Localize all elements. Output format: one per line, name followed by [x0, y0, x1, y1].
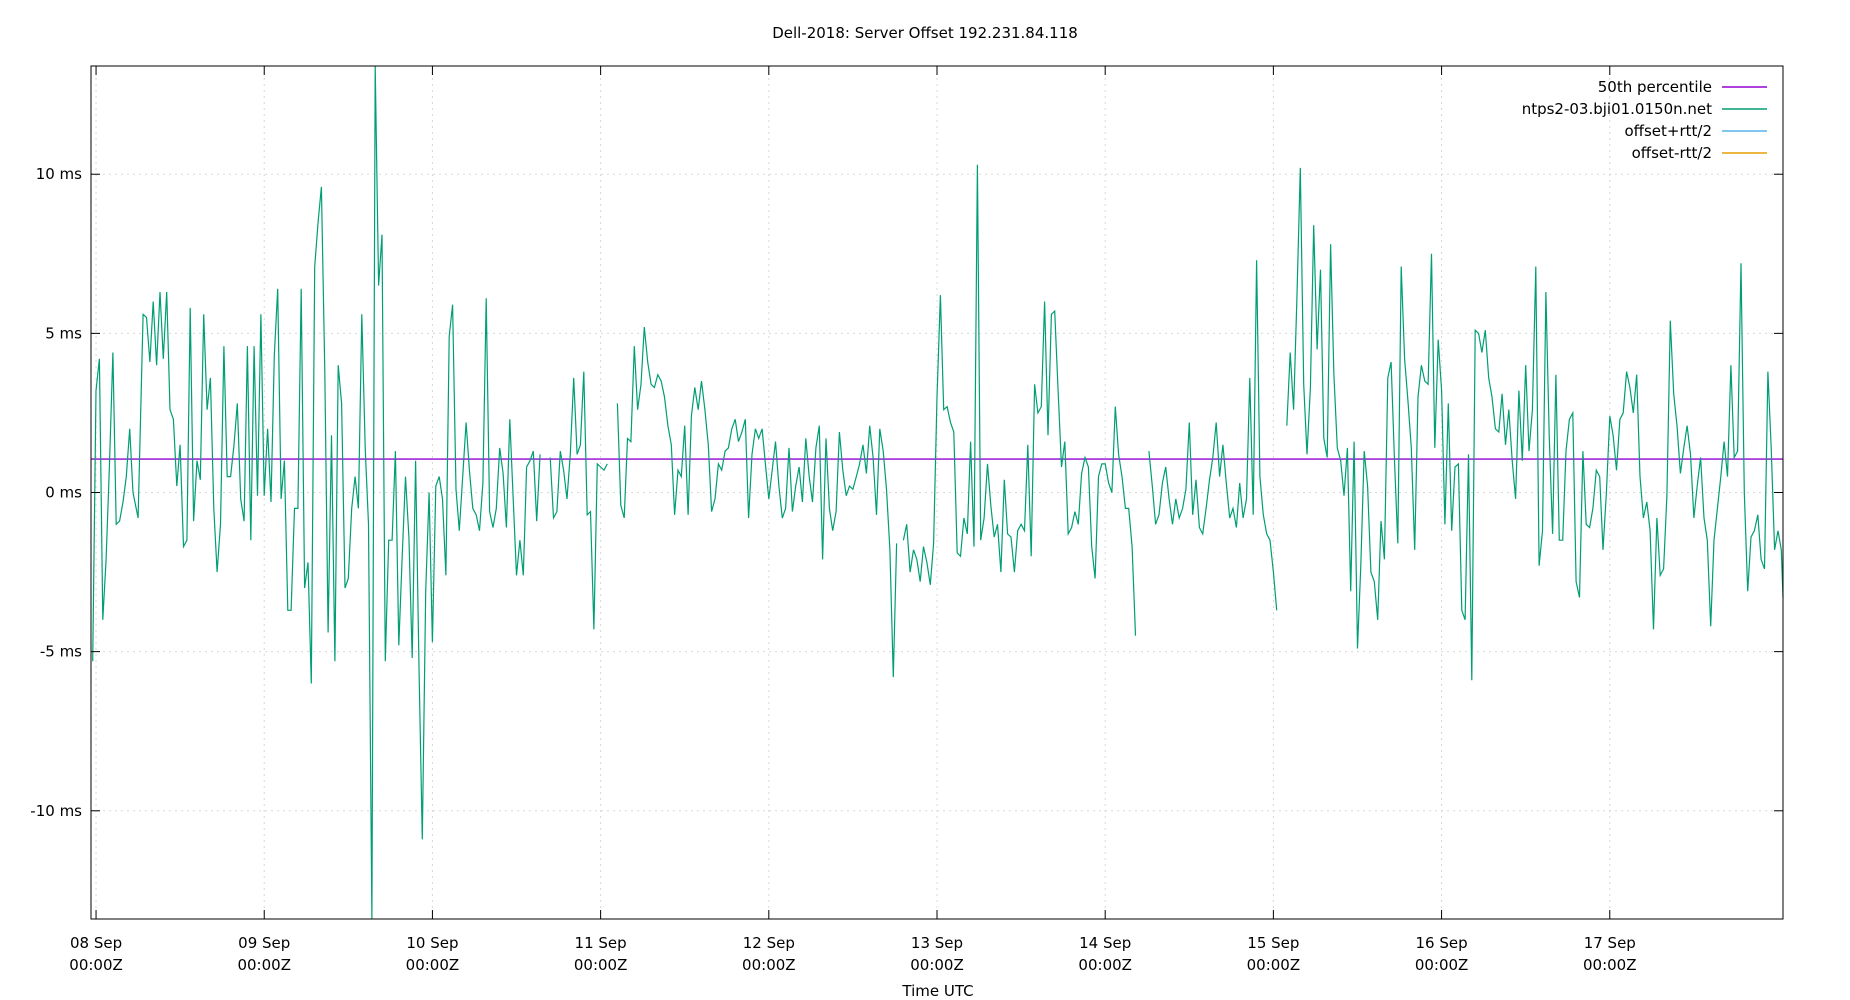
x-tick-label-time: 00:00Z: [742, 956, 796, 974]
legend-label: offset-rtt/2: [1632, 144, 1712, 162]
offset-series-segment: [902, 164, 1137, 636]
y-tick-label: 0 ms: [45, 484, 82, 502]
x-axis: 08 Sep 00:00Z 09 Sep 00:00Z 10 Sep 00:00Z 11 S…: [69, 66, 1637, 974]
x-axis-label: Time UTC: [901, 982, 973, 1000]
x-tick-label-date: 12 Sep: [743, 934, 795, 952]
x-tick-label-date: 15 Sep: [1247, 934, 1299, 952]
x-tick-label-date: 09 Sep: [238, 934, 290, 952]
x-tick-label-time: 00:00Z: [1415, 956, 1469, 974]
x-tick-label-time: 00:00Z: [1078, 956, 1132, 974]
x-tick-label-date: 16 Sep: [1416, 934, 1468, 952]
x-tick-label-date: 17 Sep: [1584, 934, 1636, 952]
legend-label: ntps2-03.bji01.0150n.net: [1522, 100, 1712, 118]
chart-title: Dell-2018: Server Offset 192.231.84.118: [772, 24, 1078, 42]
legend: 50th percentile ntps2-03.bji01.0150n.net o…: [1522, 78, 1767, 162]
x-tick-label-time: 00:00Z: [1583, 956, 1637, 974]
x-tick-label-time: 00:00Z: [1247, 956, 1301, 974]
x-tick-label-time: 00:00Z: [69, 956, 123, 974]
grid-lines: [91, 66, 1783, 919]
x-tick-label-date: 11 Sep: [575, 934, 627, 952]
legend-label: 50th percentile: [1598, 78, 1712, 96]
legend-label: offset+rtt/2: [1624, 122, 1712, 140]
y-axis: 10 ms 5 ms 0 ms -5 ms -10 ms: [30, 165, 1783, 820]
series-lines: [92, 65, 1784, 920]
x-tick-label-time: 00:00Z: [574, 956, 628, 974]
offset-series-segment: [92, 65, 541, 920]
x-tick-label-date: 10 Sep: [406, 934, 458, 952]
x-tick-label-date: 13 Sep: [911, 934, 963, 952]
x-tick-label-time: 00:00Z: [406, 956, 460, 974]
y-tick-label: -10 ms: [30, 802, 82, 820]
y-tick-label: 5 ms: [45, 324, 82, 342]
offset-series-segment: [549, 371, 608, 630]
x-tick-label-time: 00:00Z: [910, 956, 964, 974]
y-tick-label: -5 ms: [40, 643, 82, 661]
x-tick-label-date: 08 Sep: [70, 934, 122, 952]
offset-series-segment: [1286, 167, 1784, 681]
x-tick-label-date: 14 Sep: [1079, 934, 1131, 952]
x-tick-label-time: 00:00Z: [237, 956, 291, 974]
offset-series-segment: [616, 326, 898, 678]
y-tick-label: 10 ms: [36, 165, 82, 183]
offset-series-segment: [1148, 260, 1278, 611]
